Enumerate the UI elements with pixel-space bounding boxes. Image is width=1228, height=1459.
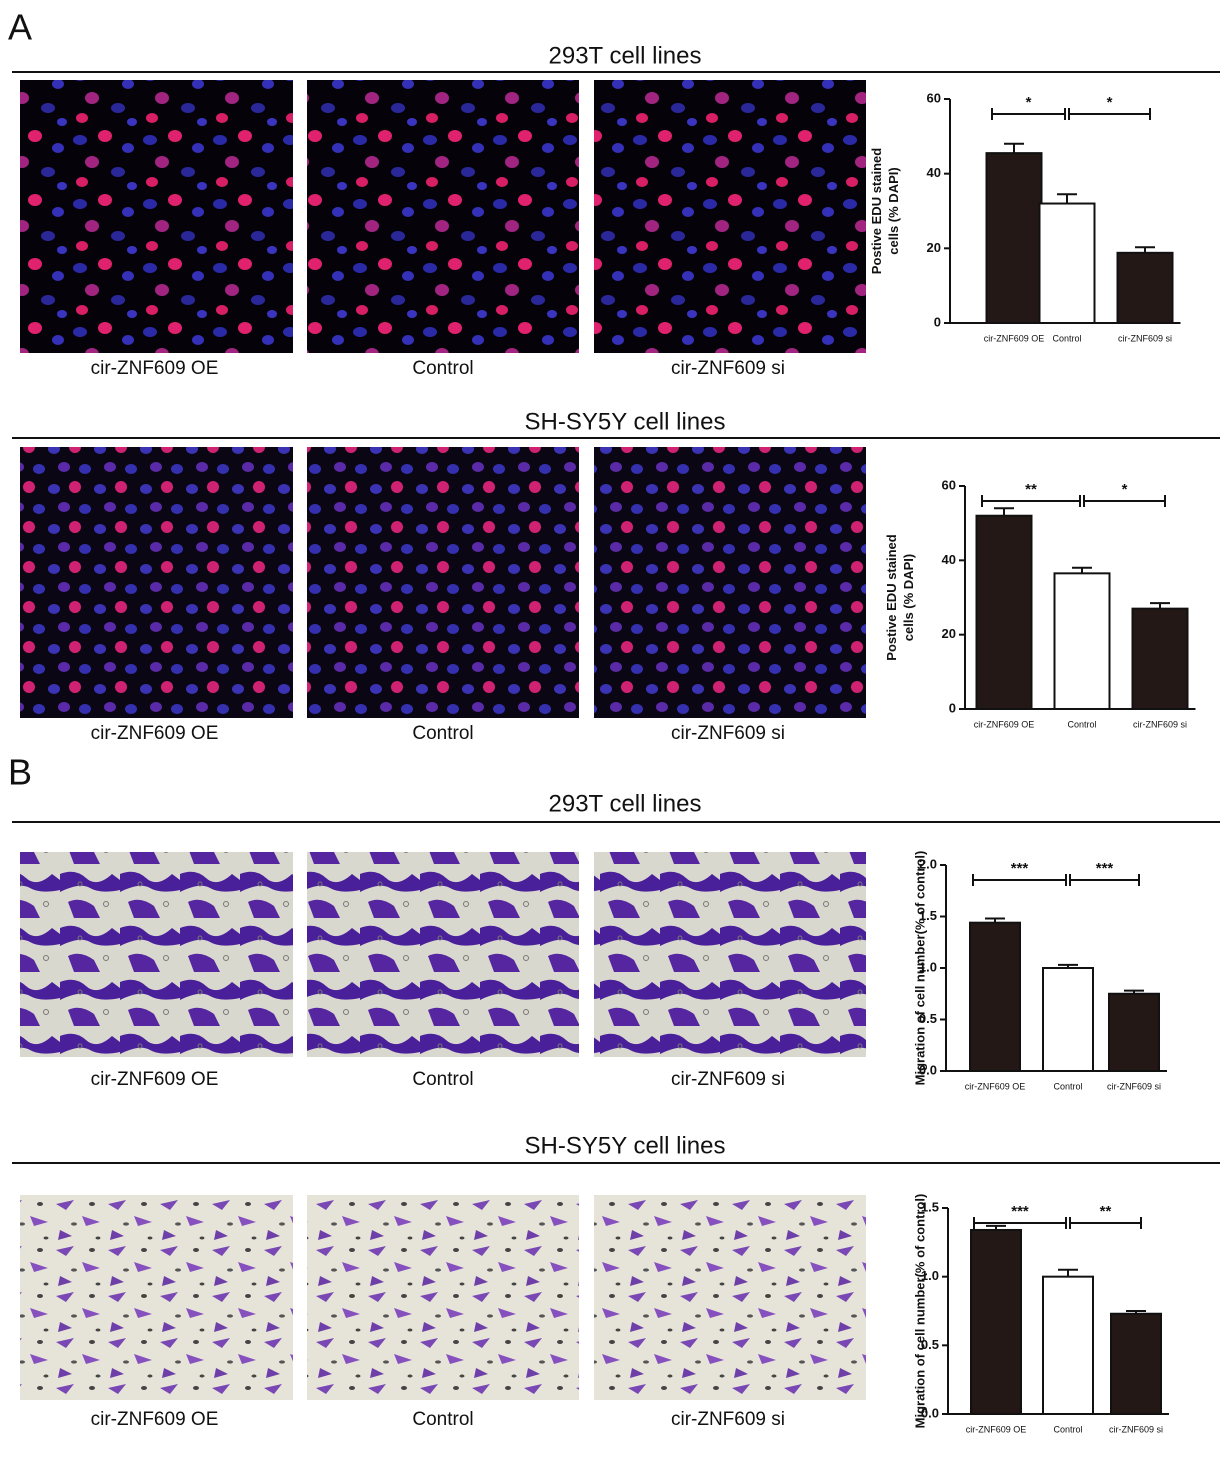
- micrograph: [20, 1195, 293, 1400]
- image-caption: cir-ZNF609 si: [671, 1409, 785, 1430]
- section-title: 293T cell lines: [549, 790, 702, 817]
- bar: [1042, 1275, 1094, 1415]
- micrograph: [307, 1195, 579, 1400]
- x-tick-label: cir-ZNF609 si: [1133, 719, 1187, 729]
- micrograph: [20, 447, 293, 718]
- bar: [970, 1228, 1022, 1416]
- image-caption: cir-ZNF609 OE: [91, 1409, 219, 1430]
- y-tick-label: 20: [942, 626, 956, 641]
- section-title: 293T cell lines: [549, 42, 702, 69]
- image-caption: cir-ZNF609 OE: [91, 1069, 219, 1090]
- micrograph: [20, 80, 293, 353]
- bar: [969, 921, 1021, 1072]
- x-tick-label: cir-ZNF609 si: [1109, 1424, 1163, 1434]
- significance: **: [1100, 1203, 1112, 1220]
- y-axis-label: cells (% DAPI): [901, 554, 916, 641]
- significance: **: [1025, 481, 1037, 498]
- panel-letter: B: [8, 752, 32, 793]
- micrograph: [307, 852, 579, 1057]
- x-tick-label: Control: [1053, 1424, 1082, 1434]
- image-caption: cir-ZNF609 si: [671, 358, 785, 379]
- image-caption: cir-ZNF609 OE: [91, 358, 219, 379]
- significance: *: [1026, 94, 1032, 111]
- image-caption: cir-ZNF609 OE: [91, 723, 219, 744]
- y-tick-label: 0.5: [921, 1337, 939, 1352]
- y-tick-label: 0: [934, 314, 941, 329]
- x-tick-label: cir-ZNF609 si: [1118, 333, 1172, 343]
- x-tick-label: Control: [1067, 719, 1096, 729]
- bar: [1116, 251, 1174, 325]
- bar: [975, 514, 1033, 710]
- y-tick-label: 20: [927, 240, 941, 255]
- y-axis-label: Migration of cell number(% of control): [912, 851, 927, 1086]
- y-tick-label: 2.0: [919, 856, 937, 871]
- y-tick-label: 0.0: [919, 1062, 937, 1077]
- micrograph: [594, 80, 866, 353]
- bar: [1042, 967, 1094, 1072]
- significance: ***: [1096, 860, 1114, 877]
- section-title: SH-SY5Y cell lines: [525, 408, 726, 435]
- section-title: SH-SY5Y cell lines: [525, 1132, 726, 1159]
- bar: [985, 152, 1043, 324]
- significance: *: [1122, 481, 1128, 498]
- panel-letter: A: [8, 7, 32, 48]
- significance: ***: [1011, 1203, 1029, 1220]
- x-tick-label: cir-ZNF609 OE: [966, 1424, 1027, 1434]
- y-axis-label: cells (% DAPI): [886, 167, 901, 254]
- y-tick-label: 60: [942, 477, 956, 492]
- significance: ***: [1011, 860, 1029, 877]
- image-caption: Control: [412, 1069, 473, 1090]
- y-tick-label: 1.5: [921, 1199, 939, 1214]
- x-tick-label: cir-ZNF609 si: [1107, 1081, 1161, 1091]
- bar: [1053, 572, 1111, 711]
- image-caption: cir-ZNF609 si: [671, 723, 785, 744]
- y-tick-label: 1.0: [919, 959, 937, 974]
- y-tick-label: 60: [927, 90, 941, 105]
- image-caption: Control: [412, 723, 473, 744]
- micrograph: [307, 80, 579, 353]
- micrograph: [20, 852, 293, 1057]
- x-tick-label: cir-ZNF609 OE: [965, 1081, 1026, 1091]
- image-caption: Control: [412, 1409, 473, 1430]
- y-tick-label: 0.5: [919, 1011, 937, 1026]
- y-tick-label: 1.0: [921, 1268, 939, 1283]
- micrograph: [594, 852, 866, 1057]
- y-axis-label: Postive EDU stained: [884, 534, 899, 660]
- bar: [1108, 992, 1160, 1072]
- y-tick-label: 40: [927, 165, 941, 180]
- y-tick-label: 40: [942, 552, 956, 567]
- y-tick-label: 1.5: [919, 908, 937, 923]
- bar: [1131, 607, 1189, 711]
- significance: *: [1107, 94, 1113, 111]
- x-tick-label: cir-ZNF609 OE: [974, 719, 1035, 729]
- image-caption: cir-ZNF609 si: [671, 1069, 785, 1090]
- bar: [1038, 202, 1096, 325]
- micrograph: [594, 447, 866, 718]
- y-tick-label: 0: [949, 700, 956, 715]
- bar: [1110, 1312, 1162, 1416]
- x-tick-label: cir-ZNF609 OE: [984, 333, 1045, 343]
- x-tick-label: Control: [1053, 1081, 1082, 1091]
- y-tick-label: 0.0: [921, 1405, 939, 1420]
- y-axis-label: Postive EDU stained: [869, 148, 884, 274]
- y-axis-label: Migration of cell number(% of control): [912, 1194, 927, 1429]
- image-caption: Control: [412, 358, 473, 379]
- x-tick-label: Control: [1052, 333, 1081, 343]
- micrograph: [307, 447, 579, 718]
- micrograph: [594, 1195, 866, 1400]
